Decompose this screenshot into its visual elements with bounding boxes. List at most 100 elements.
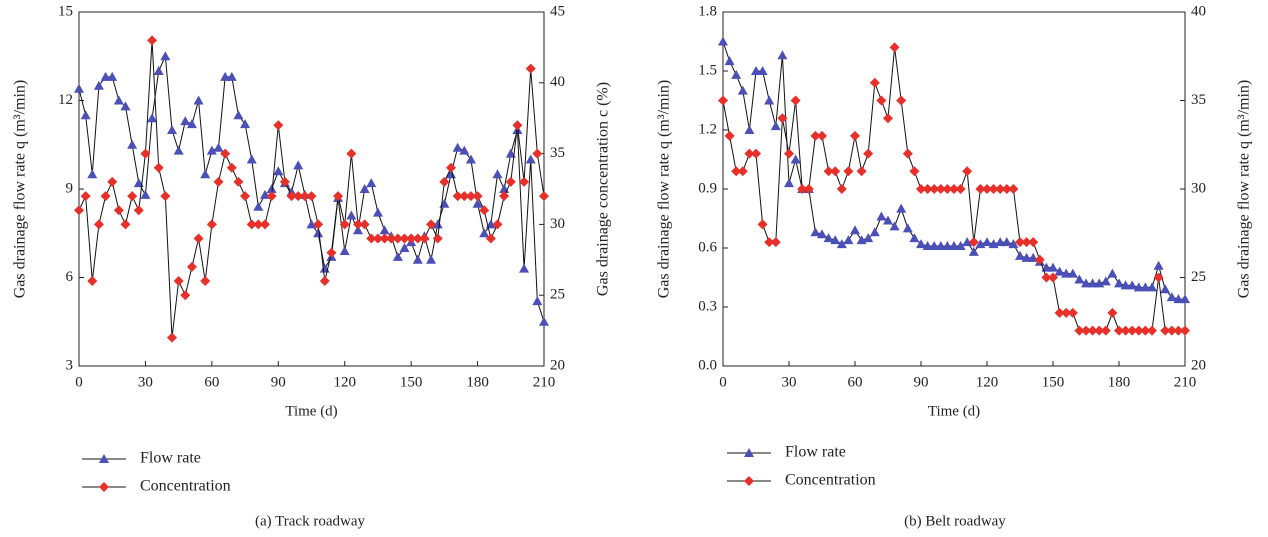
x-axis-label: Time (d): [285, 403, 337, 419]
triangle-marker: [889, 221, 900, 231]
diamond-marker: [386, 233, 397, 244]
triangle-marker: [180, 116, 191, 126]
triangle-marker: [539, 316, 549, 326]
triangle-marker: [843, 235, 854, 245]
triangle-marker: [718, 36, 728, 46]
diamond-marker: [1114, 325, 1124, 336]
diamond-marker: [916, 184, 926, 194]
diamond-marker: [160, 191, 171, 202]
diamond-marker: [876, 95, 887, 106]
diamond-marker: [492, 219, 503, 230]
diamond-marker: [279, 176, 290, 187]
y2-axis-label: Gas drainage concentration c (%): [595, 82, 612, 296]
x-axis-label: Time (d): [928, 403, 980, 419]
diamond-marker: [133, 205, 144, 216]
diamond-marker: [200, 276, 211, 287]
diamond-marker: [718, 95, 728, 106]
diamond-marker: [1028, 237, 1039, 248]
legend-label: Flow rate: [785, 444, 846, 461]
diamond-marker: [306, 191, 317, 202]
triangle-marker: [1015, 250, 1025, 260]
triangle-marker: [955, 241, 966, 251]
triangle-marker: [113, 95, 124, 105]
diamond-marker: [935, 184, 946, 194]
triangle-marker: [99, 454, 109, 463]
diamond-marker: [1140, 325, 1151, 336]
x-tick-label: 0: [719, 374, 727, 390]
diamond-marker: [186, 261, 197, 272]
triangle-marker: [353, 225, 363, 235]
diamond-marker: [751, 148, 761, 159]
diamond-marker: [426, 219, 437, 230]
triangle-marker: [883, 215, 893, 225]
x-tick-label: 90: [914, 374, 929, 390]
triangle-marker: [909, 233, 920, 243]
triangle-marker: [929, 241, 940, 251]
diamond-marker: [803, 184, 814, 194]
x-tick-label: 60: [848, 374, 863, 390]
diamond-marker: [1120, 325, 1131, 336]
triangle-marker: [459, 145, 470, 155]
y-axis-label: Gas drainage flow rate q (m³/min): [656, 80, 673, 299]
triangle-marker: [93, 80, 104, 90]
diamond-marker: [260, 219, 270, 230]
diamond-marker: [80, 191, 91, 202]
triangle-marker: [186, 119, 197, 129]
diamond-marker: [379, 233, 390, 244]
x-tick-label: 30: [782, 374, 797, 390]
triangle-marker: [233, 110, 244, 120]
triangle-marker: [830, 235, 841, 245]
diamond-marker: [240, 191, 251, 202]
y-tick-label: 12: [58, 92, 73, 108]
x-tick-label: 90: [271, 374, 286, 390]
diamond-marker: [446, 162, 456, 173]
x-tick-label: 150: [1042, 374, 1065, 390]
triangle-marker: [532, 296, 543, 306]
diamond-marker: [313, 219, 324, 230]
triangle-marker: [246, 154, 257, 164]
triangle-marker: [392, 251, 403, 261]
diamond-marker: [975, 184, 986, 194]
diamond-marker: [459, 191, 470, 202]
diamond-marker: [206, 219, 217, 230]
diamond-marker: [353, 219, 363, 230]
triangle-marker: [200, 169, 211, 179]
diamond-marker: [479, 205, 490, 216]
diamond-marker: [406, 233, 417, 244]
triangle-marker: [206, 145, 217, 155]
diamond-marker: [1166, 325, 1177, 336]
diamond-marker: [823, 166, 834, 177]
diamond-marker: [843, 166, 854, 177]
triangle-marker: [850, 225, 860, 235]
triangle-marker: [293, 160, 304, 170]
triangle-marker: [1054, 266, 1065, 276]
triangle-marker: [817, 229, 827, 239]
diamond-marker: [1001, 184, 1012, 194]
triangle-marker: [916, 239, 926, 249]
diamond-marker: [770, 237, 781, 248]
legend-label: Concentration: [140, 478, 231, 495]
plot-frame: [78, 11, 545, 367]
triangle-marker: [784, 178, 794, 188]
triangle-marker: [432, 219, 443, 229]
triangle-marker: [1008, 239, 1019, 249]
diamond-marker: [909, 166, 920, 177]
diamond-marker: [180, 290, 191, 301]
triangle-marker: [902, 223, 913, 233]
triangle-marker: [982, 237, 992, 247]
triangle-marker: [1160, 284, 1171, 294]
caption: (b) Belt roadway: [904, 513, 1006, 529]
triangle-marker: [1147, 282, 1157, 292]
y-tick-label: 0.0: [698, 357, 717, 373]
series-line: [78, 40, 545, 338]
diamond-marker: [1034, 254, 1045, 265]
triangle-marker: [764, 95, 775, 105]
triangle-marker: [226, 71, 237, 81]
x-tick-label: 0: [75, 374, 83, 390]
triangle-marker: [1180, 294, 1190, 304]
triangle-marker: [80, 110, 91, 120]
diamond-marker: [784, 148, 794, 159]
diamond-marker: [472, 191, 483, 202]
y2-tick-label: 35: [1191, 92, 1206, 108]
triangle-marker: [1166, 292, 1177, 302]
